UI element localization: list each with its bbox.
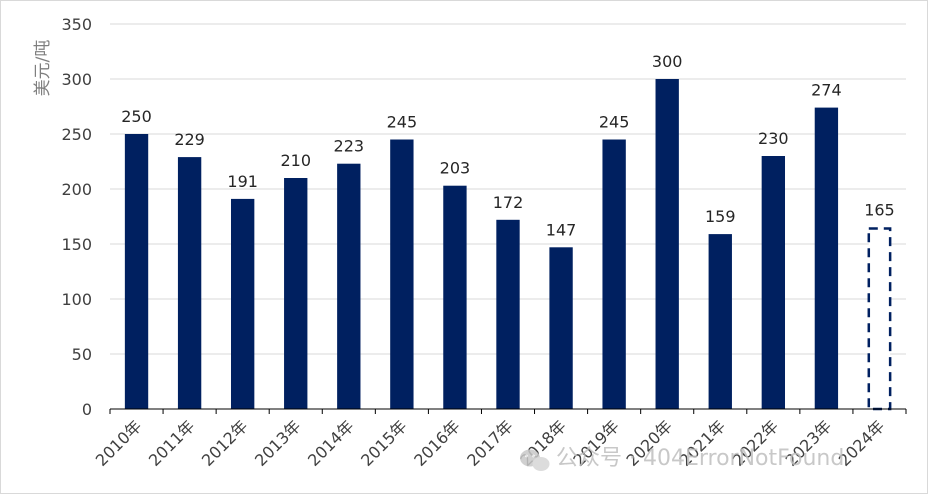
y-tick-label: 300: [61, 70, 92, 89]
bar: [124, 134, 149, 409]
data-labels: 250 229 191 210 223 245 203 172 147 245 300 159 230 2…: [121, 52, 894, 239]
y-tick-label: 50: [72, 345, 92, 364]
data-label: 245: [599, 113, 630, 132]
bar-estimated: [867, 227, 892, 411]
bar: [390, 139, 414, 409]
y-tick-label: 150: [61, 235, 92, 254]
bar: [337, 163, 361, 409]
bar: [602, 139, 626, 409]
x-tick-label: 2012年: [198, 416, 252, 470]
x-tick-label: 2015年: [357, 416, 411, 470]
x-tick-label: 2010年: [92, 416, 146, 470]
data-label: 250: [121, 107, 152, 126]
watermark: 公众号 · 404ErrorNotFound: [520, 446, 844, 471]
bar: [284, 178, 308, 409]
data-label: 172: [493, 193, 524, 212]
bar: [655, 79, 679, 409]
bar: [443, 185, 467, 409]
y-tick-label: 200: [61, 180, 92, 199]
data-label: 210: [280, 151, 311, 170]
data-label: 147: [546, 220, 577, 239]
data-label: 274: [811, 81, 842, 100]
watermark-text: 公众号 · 404ErrorNotFound: [556, 446, 844, 471]
bar: [549, 247, 573, 409]
data-label: 165: [864, 201, 895, 220]
bar: [814, 107, 839, 409]
x-tick-label: 2011年: [145, 416, 199, 470]
data-label: 230: [758, 129, 789, 148]
y-tick-label: 350: [61, 15, 92, 34]
bar: [708, 234, 732, 409]
data-label: 229: [174, 130, 205, 149]
x-tick-label: 2016年: [410, 416, 464, 470]
bars: [124, 79, 892, 411]
bar: [177, 157, 202, 409]
y-tick-label: 100: [61, 290, 92, 309]
data-label: 203: [440, 159, 471, 178]
bar: [496, 219, 520, 409]
data-label: 245: [387, 113, 418, 132]
data-label: 300: [652, 52, 683, 71]
x-tick-label: 2017年: [463, 416, 517, 470]
bar: [230, 198, 255, 409]
data-label: 159: [705, 207, 736, 226]
bar: [761, 156, 786, 409]
y-tick-label: 0: [82, 400, 92, 419]
y-tick-label: 250: [61, 125, 92, 144]
x-tick-label: 2014年: [304, 416, 358, 470]
y-axis-label: 美元/吨: [33, 40, 53, 97]
data-label: 191: [227, 172, 258, 191]
data-label: 223: [334, 137, 365, 156]
wechat-icon: [520, 449, 550, 471]
y-axis-ticks: 0 50 100 150 200 250 300 350: [61, 15, 92, 419]
x-tick-label: 2013年: [251, 416, 305, 470]
